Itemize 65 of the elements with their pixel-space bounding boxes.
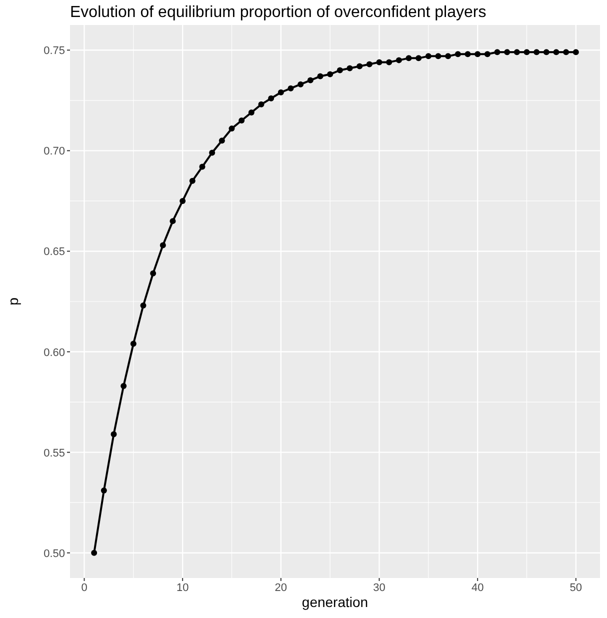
chart-title: Evolution of equilibrium proportion of overconfident players	[70, 4, 486, 21]
point	[307, 77, 314, 84]
point	[454, 51, 461, 58]
point	[228, 126, 235, 132]
point	[288, 85, 294, 92]
point	[238, 118, 245, 124]
point	[346, 65, 353, 72]
point	[209, 150, 216, 156]
y-axis-title: p	[5, 297, 21, 306]
point	[170, 218, 176, 224]
point	[435, 53, 442, 60]
point	[543, 49, 550, 56]
point	[100, 488, 107, 494]
point	[298, 81, 304, 88]
point	[258, 101, 264, 108]
point	[366, 61, 372, 68]
point	[150, 270, 156, 276]
point	[180, 198, 186, 204]
point	[534, 49, 540, 56]
x-tick-label: 30	[373, 582, 386, 594]
y-tick-label: 0.50	[44, 548, 65, 560]
x-tick-label: 20	[274, 582, 288, 594]
x-tick-label: 10	[176, 582, 189, 594]
point	[464, 51, 471, 58]
point	[484, 51, 490, 58]
y-tick-label: 0.70	[44, 146, 65, 158]
point	[376, 59, 382, 66]
x-axis-title: generation	[302, 594, 368, 610]
x-tick-label: 0	[81, 582, 88, 594]
point	[160, 242, 166, 248]
point	[336, 67, 343, 74]
y-tick-label: 0.75	[44, 45, 65, 58]
point	[110, 431, 117, 438]
point	[504, 49, 510, 56]
point	[494, 49, 500, 56]
point	[91, 550, 98, 556]
point	[416, 55, 422, 62]
point	[553, 49, 560, 56]
point	[199, 164, 206, 170]
point	[425, 53, 432, 60]
point	[474, 51, 481, 58]
x-tick-label: 40	[471, 582, 484, 594]
point	[248, 109, 254, 116]
point	[317, 73, 324, 80]
point	[514, 49, 520, 56]
y-tick-label: 0.60	[44, 346, 65, 359]
point	[130, 340, 136, 347]
point	[189, 178, 196, 184]
point	[396, 57, 402, 64]
point	[563, 49, 570, 56]
x-tick-label: 50	[570, 582, 582, 594]
point	[356, 63, 363, 70]
point	[327, 71, 334, 78]
point	[120, 382, 127, 389]
point	[524, 49, 530, 56]
point	[445, 53, 452, 60]
point	[386, 59, 392, 66]
point	[572, 49, 579, 56]
point	[278, 89, 284, 96]
point	[140, 302, 146, 309]
point	[218, 138, 225, 144]
y-tick-label: 0.55	[44, 447, 65, 460]
point	[406, 55, 412, 62]
point	[268, 95, 274, 102]
y-tick-label: 0.65	[44, 246, 65, 258]
